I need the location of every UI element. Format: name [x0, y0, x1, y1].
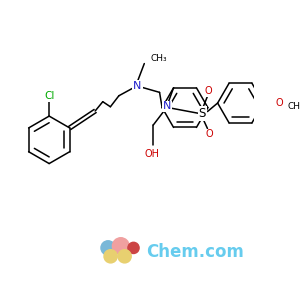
Circle shape — [128, 242, 139, 253]
Circle shape — [101, 241, 115, 255]
Text: OH: OH — [144, 149, 159, 159]
Text: CH₃: CH₃ — [287, 102, 300, 111]
Text: O: O — [275, 98, 283, 108]
Text: S: S — [199, 107, 206, 120]
Circle shape — [112, 238, 129, 254]
Circle shape — [104, 250, 117, 263]
Text: Cl: Cl — [44, 91, 54, 101]
Text: N: N — [133, 81, 142, 91]
Text: O: O — [205, 86, 212, 96]
Circle shape — [118, 250, 131, 263]
Text: CH₃: CH₃ — [150, 54, 167, 63]
Text: Chem.com: Chem.com — [146, 243, 244, 261]
Text: N: N — [163, 101, 171, 111]
Text: O: O — [205, 129, 213, 140]
